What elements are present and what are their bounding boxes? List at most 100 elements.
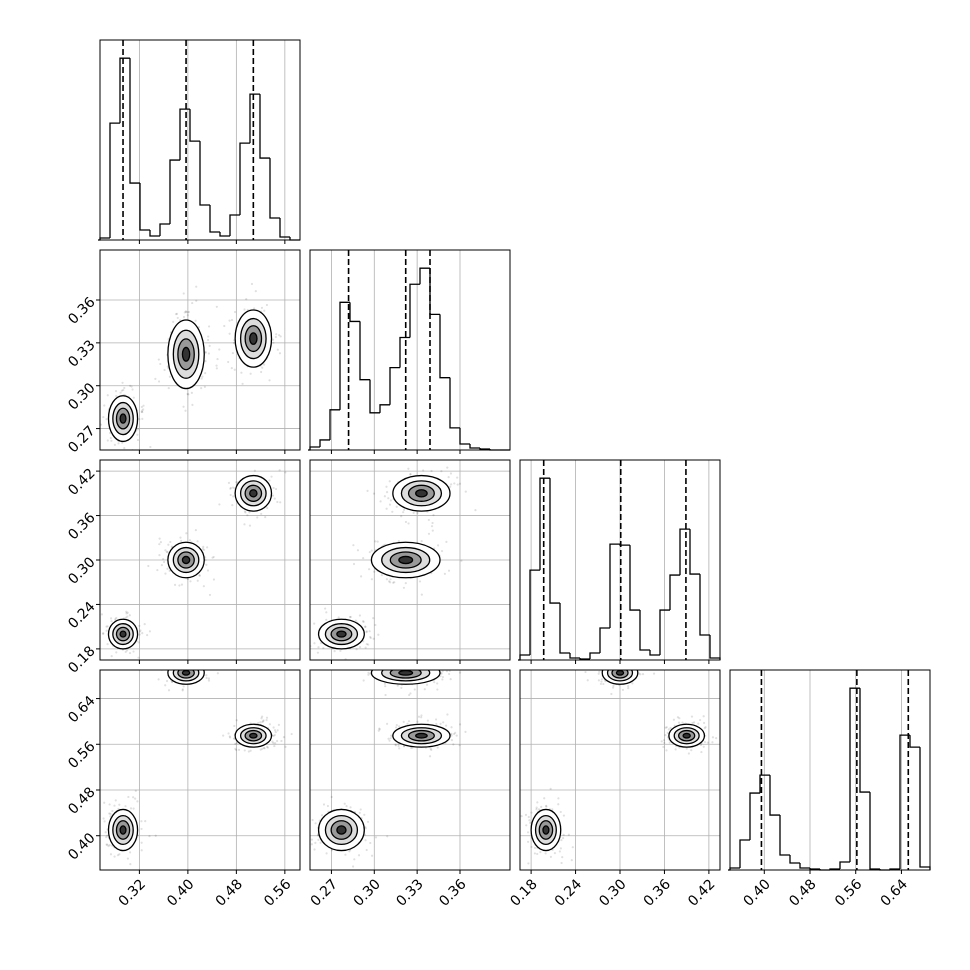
sample-point: [106, 843, 109, 846]
sample-point: [383, 495, 386, 498]
sample-point: [124, 616, 128, 619]
sample-point: [230, 367, 233, 370]
sample-point: [125, 612, 128, 615]
sample-point: [397, 744, 400, 748]
sample-point: [245, 297, 248, 301]
sample-point: [389, 578, 392, 581]
sample-point: [282, 736, 286, 739]
sample-point: [182, 292, 185, 295]
panel-frame: [309, 459, 511, 661]
sample-point: [227, 360, 230, 364]
sample-point: [420, 593, 423, 596]
histogram-bin: [839, 861, 850, 870]
sample-point: [349, 806, 352, 809]
sample-point: [157, 678, 160, 681]
sample-point: [243, 308, 246, 311]
histogram-bin: [589, 652, 600, 660]
sample-point: [249, 372, 252, 375]
histogram-bin: [569, 653, 580, 659]
sample-point: [537, 808, 541, 811]
sample-point: [369, 841, 372, 845]
sample-point: [699, 743, 703, 747]
histogram-bin: [149, 230, 160, 237]
sample-point: [124, 650, 127, 654]
sample-point: [317, 838, 320, 842]
sample-point: [586, 679, 589, 682]
sample-point: [540, 805, 543, 809]
sample-point: [181, 688, 184, 691]
sample-point: [369, 636, 372, 640]
contour: [119, 825, 127, 835]
sample-point: [359, 575, 363, 578]
sample-point: [187, 393, 190, 396]
contour: [415, 489, 428, 498]
sample-point: [200, 377, 203, 380]
contour: [181, 670, 191, 676]
histogram-bin: [689, 529, 700, 575]
sample-point: [102, 631, 105, 635]
sample-point: [464, 730, 467, 733]
sample-point: [114, 389, 118, 393]
histogram-bin: [229, 214, 240, 237]
sample-point: [259, 721, 262, 724]
sample-point: [387, 497, 390, 500]
sample-point: [290, 732, 293, 736]
sample-point: [114, 618, 117, 621]
sample-point: [383, 682, 387, 685]
sample-point: [166, 567, 169, 570]
sample-point: [313, 642, 316, 645]
sample-point: [243, 510, 247, 513]
contour: [249, 489, 258, 498]
histogram-bin: [559, 603, 570, 654]
sample-point: [128, 614, 131, 617]
sample-point: [234, 747, 237, 750]
histogram-bin: [349, 302, 360, 323]
sample-point: [105, 418, 108, 421]
sample-point: [447, 476, 450, 479]
sample-point: [204, 351, 207, 354]
contour: [398, 555, 414, 565]
sample-point: [260, 717, 263, 720]
sample-point: [266, 746, 269, 749]
sample-point: [385, 578, 388, 581]
sample-point: [139, 629, 142, 632]
sample-point: [545, 805, 548, 808]
sample-point: [325, 618, 328, 621]
sample-point: [320, 814, 324, 817]
sample-point: [186, 314, 189, 317]
sample-point: [384, 693, 387, 697]
sample-point: [425, 683, 429, 686]
sample-point: [368, 630, 371, 633]
sample-point: [559, 847, 562, 850]
sample-point: [207, 679, 211, 682]
sample-point: [560, 861, 563, 865]
histogram-bin: [899, 734, 910, 870]
sample-point: [268, 723, 271, 726]
sample-point: [202, 545, 205, 548]
sample-point: [374, 623, 377, 627]
sample-point: [108, 803, 111, 806]
sample-point: [372, 637, 375, 640]
panel: 0.270.300.330.36: [65, 249, 301, 456]
sample-point: [343, 802, 346, 805]
sample-point: [352, 562, 356, 566]
sample-point: [263, 747, 266, 750]
sample-point: [130, 385, 133, 388]
sample-point: [268, 379, 271, 382]
histogram-bin: [759, 774, 770, 794]
sample-point: [310, 843, 313, 846]
sample-point: [400, 515, 403, 518]
sample-point: [442, 721, 445, 724]
sample-point: [529, 821, 532, 824]
sample-point: [432, 514, 435, 517]
panel: [98, 39, 301, 244]
histogram-bin: [159, 223, 170, 237]
sample-point: [196, 540, 199, 543]
contour: [181, 555, 191, 565]
sample-point: [420, 716, 423, 719]
sample-point: [439, 722, 442, 725]
sample-point: [109, 815, 112, 818]
sample-point: [123, 386, 126, 390]
histogram-bin: [539, 477, 550, 571]
